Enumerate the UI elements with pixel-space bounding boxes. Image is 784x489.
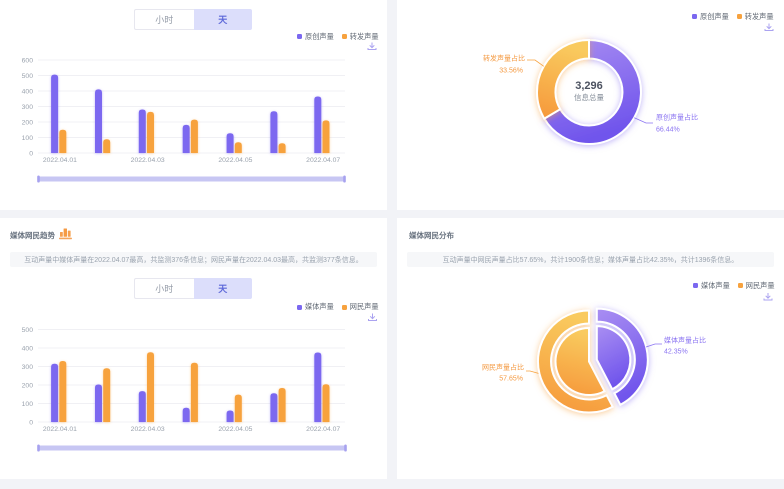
svg-text:500: 500 bbox=[22, 73, 34, 80]
svg-text:600: 600 bbox=[22, 57, 34, 64]
svg-text:0: 0 bbox=[29, 150, 33, 157]
svg-text:媒体声量占比: 媒体声量占比 bbox=[664, 336, 706, 345]
svg-text:2022.04.01: 2022.04.01 bbox=[43, 426, 77, 433]
svg-text:2022.04.05: 2022.04.05 bbox=[218, 157, 252, 164]
svg-text:66.44%: 66.44% bbox=[656, 127, 680, 134]
svg-text:300: 300 bbox=[22, 364, 34, 371]
svg-text:100: 100 bbox=[22, 135, 34, 142]
svg-text:2022.04.07: 2022.04.07 bbox=[306, 426, 340, 433]
svg-text:原创声量占比: 原创声量占比 bbox=[656, 113, 698, 122]
svg-text:400: 400 bbox=[22, 345, 34, 352]
svg-text:400: 400 bbox=[22, 88, 34, 95]
svg-text:200: 200 bbox=[22, 382, 34, 389]
svg-text:42.35%: 42.35% bbox=[664, 349, 688, 356]
svg-text:0: 0 bbox=[29, 419, 33, 426]
svg-text:300: 300 bbox=[22, 104, 34, 111]
svg-text:200: 200 bbox=[22, 119, 34, 126]
svg-text:100: 100 bbox=[22, 401, 34, 408]
svg-text:转发声量占比: 转发声量占比 bbox=[483, 54, 525, 63]
svg-text:500: 500 bbox=[22, 327, 34, 334]
svg-text:2022.04.07: 2022.04.07 bbox=[306, 157, 340, 164]
svg-text:57.65%: 57.65% bbox=[499, 376, 523, 383]
svg-text:33.56%: 33.56% bbox=[499, 68, 523, 75]
svg-text:2022.04.01: 2022.04.01 bbox=[43, 157, 77, 164]
svg-text:2022.04.03: 2022.04.03 bbox=[131, 426, 165, 433]
svg-text:网民声量占比: 网民声量占比 bbox=[482, 363, 524, 372]
svg-text:3,296: 3,296 bbox=[575, 80, 603, 92]
svg-text:信息总量: 信息总量 bbox=[574, 92, 604, 102]
svg-text:2022.04.03: 2022.04.03 bbox=[131, 157, 165, 164]
svg-text:2022.04.05: 2022.04.05 bbox=[218, 426, 252, 433]
